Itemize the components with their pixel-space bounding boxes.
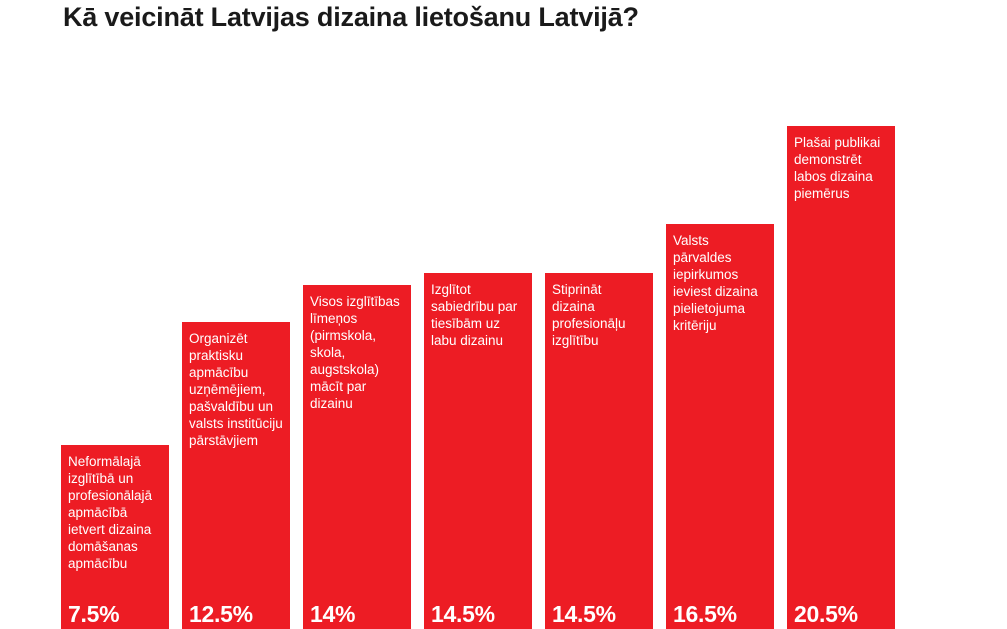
- bar-value-label: 16.5%: [673, 600, 737, 627]
- bar-6: Valsts pārvaldes iepirkumos ieviest diza…: [666, 224, 774, 629]
- bar-category-label: Neformālajā izglītībā un profesionālajā …: [68, 453, 153, 571]
- bar-category-label: Valsts pārvaldes iepirkumos ieviest diza…: [673, 233, 758, 334]
- bar-category-label: Plašai publikai demonstrēt labos dizaina…: [794, 135, 881, 201]
- bar-value-label: 7.5%: [68, 600, 120, 627]
- bar-category-label: Organizēt praktisku apmācību uzņēmējiem,…: [189, 331, 283, 449]
- bar-1: Neformālajā izglītībā un profesionālajā …: [61, 444, 169, 629]
- bar-value-label: 20.5%: [794, 601, 858, 627]
- bar-value-label: 14%: [310, 600, 356, 627]
- bar-3: Visos izglītības līmeņos (pirmskola, sko…: [303, 285, 411, 629]
- bar-4: Izglītot sabiedrību par tiesībām uz labu…: [424, 273, 532, 629]
- bar-value-label: 12.5%: [189, 600, 253, 627]
- bar-value-label: 14.5%: [552, 600, 616, 627]
- bar-value-label: 14.5%: [431, 600, 495, 627]
- chart-title: Kā veicināt Latvijas dizaina lietošanu L…: [63, 2, 639, 32]
- bar-category-label: Izglītot sabiedrību par tiesībām uz labu…: [431, 282, 518, 349]
- bar-2: Organizēt praktisku apmācību uzņēmējiem,…: [182, 322, 290, 629]
- bar-5: Stiprināt dizaina profesionāļu izglītību…: [545, 273, 653, 629]
- bar-7: Plašai publikai demonstrēt labos dizaina…: [787, 126, 895, 629]
- bar-category-label: Stiprināt dizaina profesionāļu izglītību: [552, 282, 626, 349]
- bar-category-label: Visos izglītības līmeņos (pirmskola, sko…: [310, 294, 400, 412]
